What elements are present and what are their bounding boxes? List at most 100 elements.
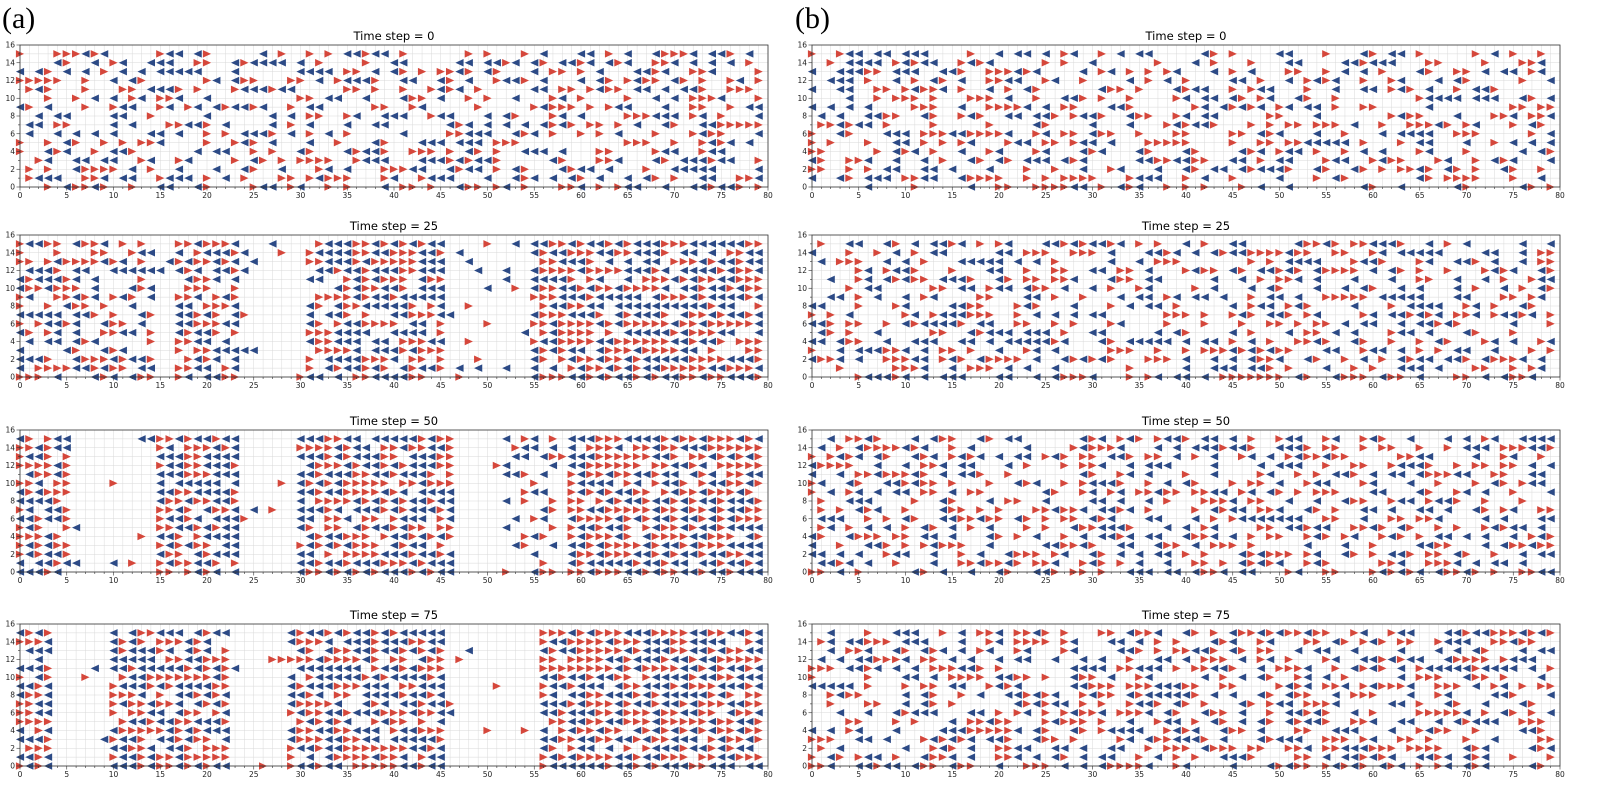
marker-right bbox=[43, 673, 53, 681]
marker-right bbox=[698, 284, 707, 292]
marker-right bbox=[1181, 174, 1191, 182]
marker-right bbox=[604, 156, 614, 165]
marker-right bbox=[324, 435, 333, 443]
marker-right bbox=[212, 435, 221, 443]
marker-left bbox=[651, 302, 660, 310]
marker-right bbox=[380, 479, 389, 487]
marker-left bbox=[1200, 174, 1209, 182]
marker-right bbox=[633, 735, 642, 744]
marker-left bbox=[1200, 112, 1209, 120]
marker-right bbox=[604, 726, 614, 735]
marker-right bbox=[707, 302, 716, 310]
marker-right bbox=[361, 753, 371, 761]
marker-left bbox=[717, 638, 726, 646]
marker-right bbox=[754, 67, 763, 76]
marker-right bbox=[427, 346, 436, 355]
marker-left bbox=[661, 691, 670, 699]
marker-left bbox=[633, 240, 642, 248]
marker-right bbox=[352, 249, 361, 257]
marker-left bbox=[1209, 67, 1219, 76]
marker-left bbox=[436, 717, 445, 726]
marker-left bbox=[670, 112, 679, 120]
marker-right bbox=[633, 709, 642, 717]
marker-right bbox=[399, 646, 408, 655]
marker-left bbox=[380, 646, 389, 655]
marker-right bbox=[109, 257, 118, 266]
marker-right bbox=[1228, 67, 1237, 76]
marker-left bbox=[604, 479, 614, 487]
marker-left bbox=[754, 638, 763, 646]
marker-left bbox=[230, 479, 240, 487]
marker-right bbox=[34, 744, 43, 752]
marker-right bbox=[623, 673, 632, 681]
marker-left bbox=[333, 355, 342, 363]
marker-right bbox=[539, 638, 548, 646]
marker-right bbox=[193, 646, 202, 655]
marker-right bbox=[408, 94, 417, 102]
marker-right bbox=[1116, 85, 1125, 94]
marker-right bbox=[212, 320, 221, 328]
marker-right bbox=[689, 682, 698, 690]
marker-right bbox=[174, 638, 184, 646]
marker-left bbox=[735, 284, 745, 292]
marker-left bbox=[845, 67, 854, 76]
marker-left bbox=[352, 266, 361, 275]
marker-right bbox=[595, 470, 604, 479]
marker-left bbox=[679, 673, 688, 681]
marker-right bbox=[1275, 112, 1284, 120]
marker-right bbox=[670, 364, 679, 372]
marker-right bbox=[698, 550, 707, 558]
marker-right bbox=[735, 121, 745, 129]
marker-left bbox=[436, 94, 445, 102]
marker-right bbox=[380, 165, 389, 173]
marker-right bbox=[193, 691, 202, 699]
marker-left bbox=[305, 103, 314, 111]
grid bbox=[811, 234, 1561, 378]
marker-right bbox=[1191, 103, 1200, 111]
marker-left bbox=[118, 700, 127, 708]
marker-right bbox=[128, 664, 137, 673]
marker-left bbox=[352, 337, 361, 346]
marker-left bbox=[389, 328, 399, 337]
marker-right bbox=[511, 112, 520, 120]
marker-right bbox=[305, 523, 314, 532]
marker-right bbox=[567, 497, 576, 505]
marker-right bbox=[567, 735, 576, 744]
marker-right bbox=[717, 488, 726, 496]
marker-left bbox=[726, 156, 735, 165]
marker-right bbox=[380, 320, 389, 328]
marker-right bbox=[389, 709, 399, 717]
marker-left bbox=[623, 646, 632, 655]
marker-right bbox=[586, 726, 595, 735]
marker-left bbox=[361, 629, 371, 637]
marker-left bbox=[62, 435, 71, 443]
marker-left bbox=[202, 364, 212, 372]
marker-right bbox=[343, 735, 352, 744]
marker-left bbox=[689, 302, 698, 310]
marker-left bbox=[754, 682, 763, 690]
marker-left bbox=[661, 121, 670, 129]
marker-right bbox=[62, 461, 71, 470]
marker-right bbox=[371, 638, 380, 646]
marker-right bbox=[604, 355, 614, 363]
subplot-1-0: Time step = 00 5 10 15 20 25 30 35 40 45 50 55 60 65 7… bbox=[797, 29, 1565, 200]
marker-left bbox=[118, 655, 127, 664]
marker-right bbox=[399, 682, 408, 690]
marker-left bbox=[333, 311, 342, 319]
marker-left bbox=[1181, 165, 1191, 173]
marker-left bbox=[1238, 76, 1247, 85]
marker-right bbox=[901, 94, 910, 102]
marker-right bbox=[670, 452, 679, 461]
marker-left bbox=[221, 461, 230, 470]
marker-left bbox=[1247, 67, 1256, 76]
marker-right bbox=[558, 709, 567, 717]
marker-left bbox=[380, 638, 389, 646]
marker-left bbox=[436, 311, 445, 319]
marker-left bbox=[651, 506, 660, 514]
marker-right bbox=[845, 121, 854, 129]
marker-right bbox=[548, 112, 558, 120]
subplot-0-3: Time step = 750 5 10 15 20 25 30 35 40 45 50 55 60 65… bbox=[5, 608, 773, 779]
marker-right bbox=[623, 249, 632, 257]
marker-left bbox=[595, 320, 604, 328]
marker-left bbox=[539, 470, 548, 479]
